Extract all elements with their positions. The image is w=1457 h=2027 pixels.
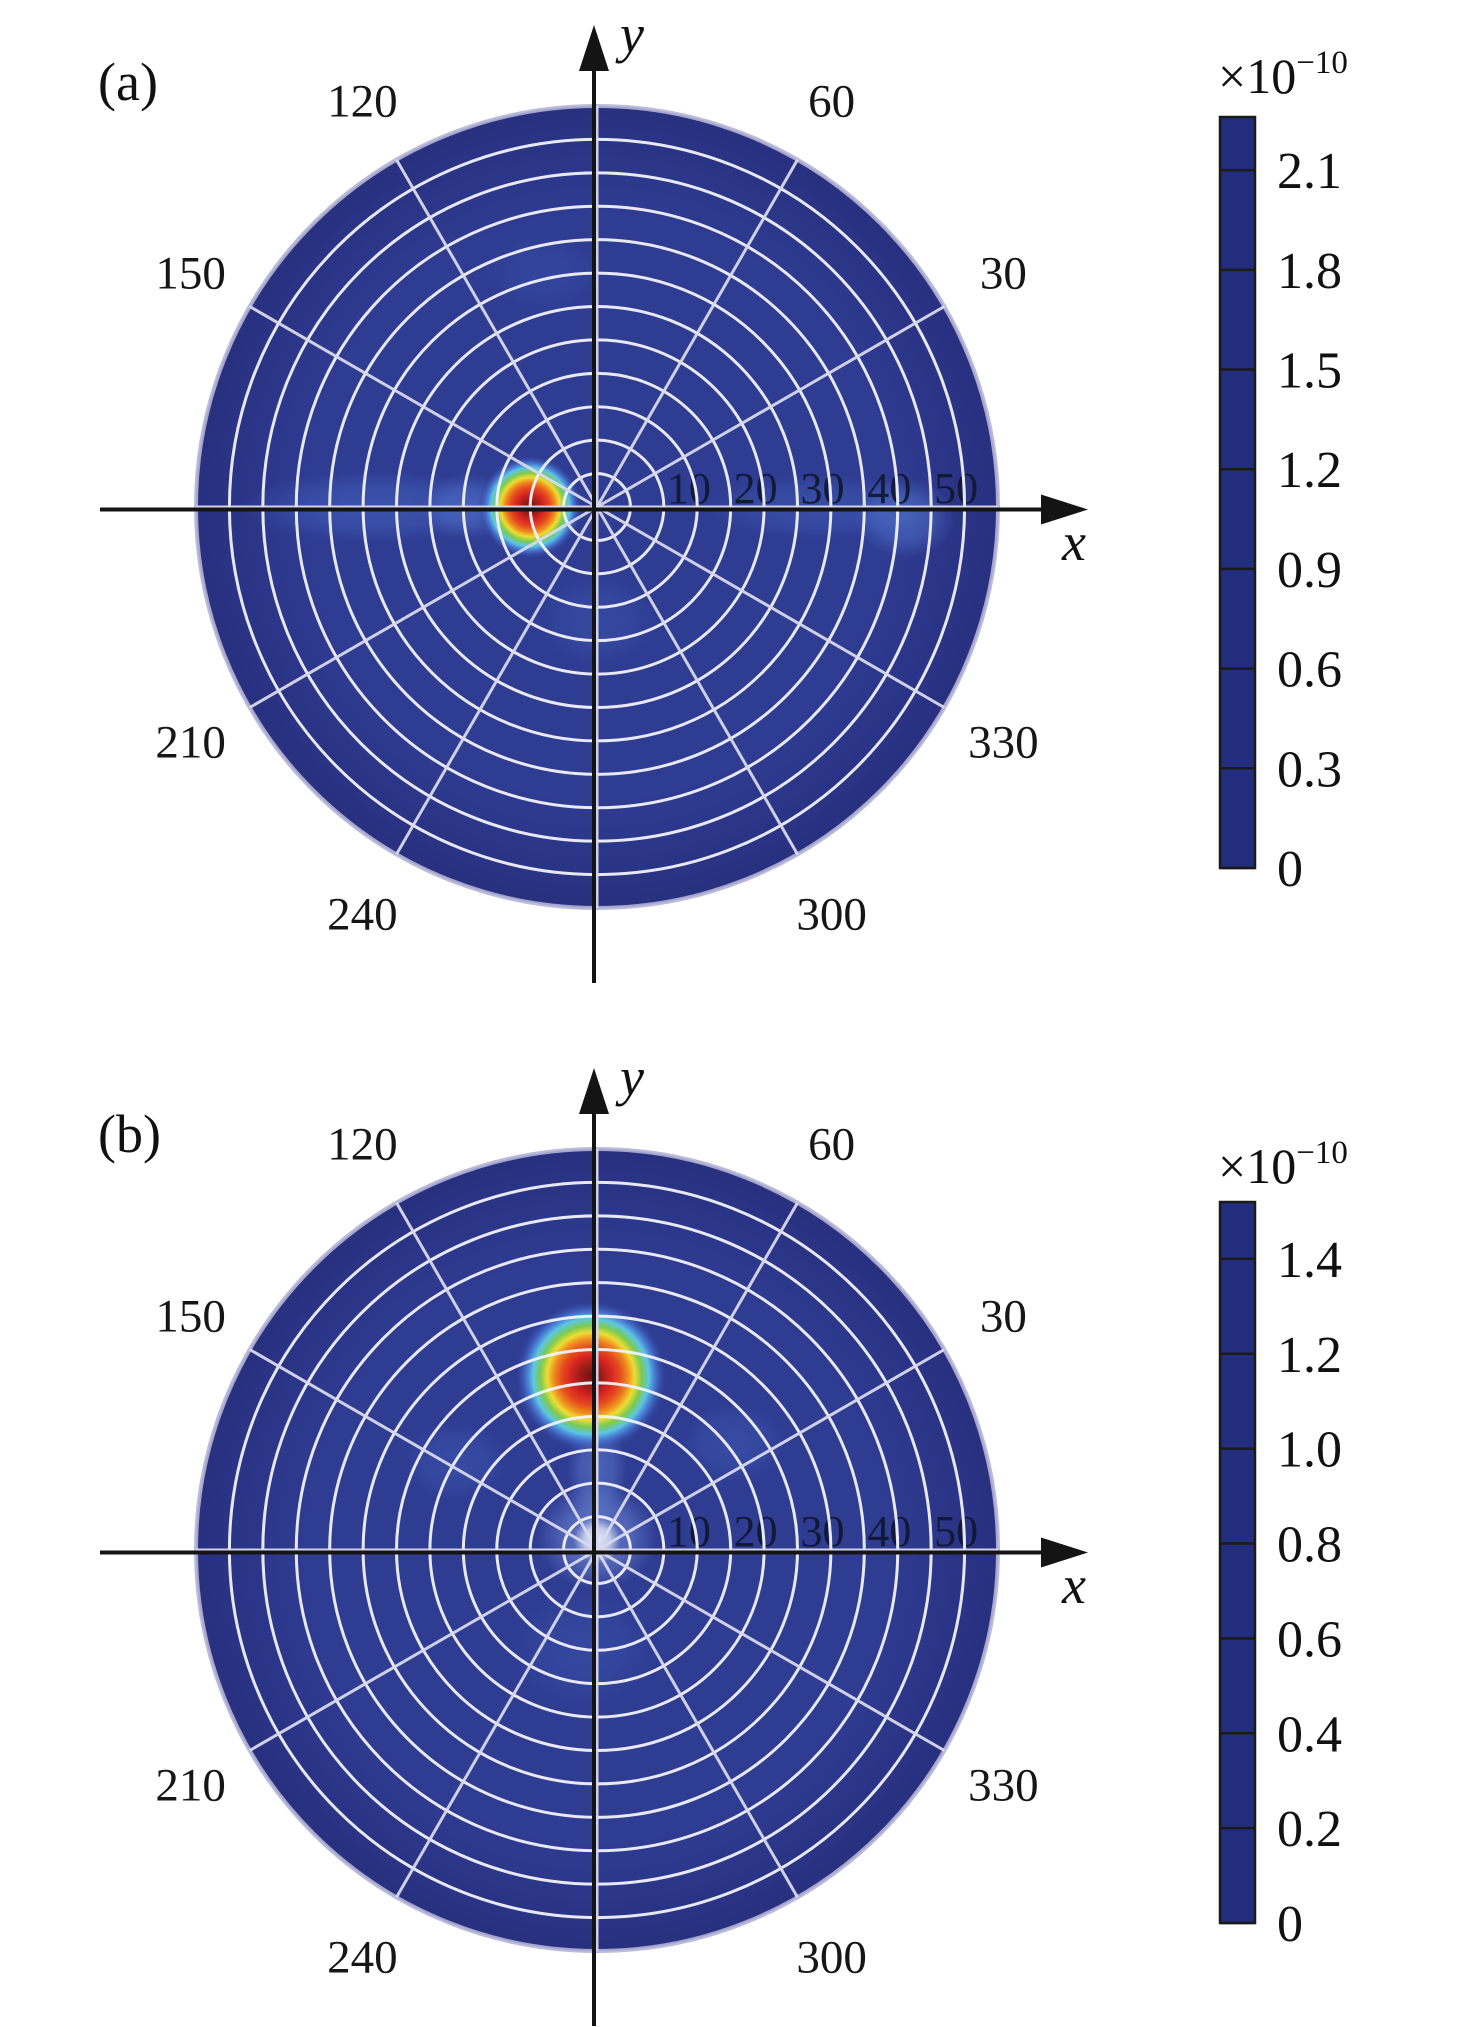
hotspot-blob: [514, 1299, 668, 1454]
angle-tick-label: 240: [327, 888, 398, 940]
angle-tick-label: 60: [808, 76, 855, 128]
y-axis-label: y: [615, 4, 644, 64]
colorbar-scale-title: ×10−10: [1218, 45, 1348, 104]
polar-grid-spoke: [596, 1548, 946, 1752]
polar-grid-spoke: [395, 158, 599, 508]
polar-grid-spoke: [595, 1549, 799, 1899]
polar-grid-spoke: [248, 1548, 598, 1752]
polar-grid-spoke: [595, 158, 799, 508]
polar-grid-spoke: [596, 505, 946, 709]
heat-layer: 10 20 30 40 50: [242, 232, 978, 668]
x-axis-arrowhead: [1041, 494, 1088, 525]
colorbar-tick-label: 1.2: [1277, 442, 1342, 499]
x-axis-label: x: [1061, 1555, 1086, 1615]
colorbar-tick-label: 2.1: [1277, 143, 1342, 200]
colorbar-tick-label: 1.8: [1277, 243, 1342, 300]
colorbar-scale-base: ×10: [1218, 48, 1296, 104]
colorbar-tick-label: 1.4: [1277, 1232, 1342, 1289]
polar-grid-spoke: [248, 505, 598, 709]
angle-tick-label: 150: [155, 247, 226, 299]
colorbar-tick-label: 1.5: [1277, 343, 1342, 400]
colorbar-a: 2.1 1.8 1.5 1.2 0.9 0.6 0.3 0 ×10−10: [1218, 45, 1348, 898]
y-axis-label: y: [615, 1047, 644, 1107]
radius-tick-label: 10: [667, 464, 711, 513]
y-axis-arrowhead: [579, 25, 609, 71]
colorbar-tick-label: 0.6: [1277, 1611, 1342, 1668]
polar-grid-spoke: [395, 1201, 599, 1551]
angle-tick-label: 210: [155, 1760, 226, 1812]
radius-tick-label: 10: [667, 1507, 711, 1556]
colorbar-tick-label: 0: [1277, 841, 1303, 898]
colorbar-scale-exponent: −10: [1296, 1135, 1348, 1171]
x-axis-arrowhead: [1041, 1537, 1088, 1568]
angle-tick-label: 120: [327, 1119, 398, 1171]
colorbar-tick-label: 1.2: [1277, 1327, 1342, 1384]
radius-tick-label: 50: [934, 1507, 978, 1556]
colorbar-bar: [1218, 115, 1257, 870]
angle-tick-label: 30: [980, 247, 1027, 299]
panel-label: (b): [98, 1104, 161, 1164]
colorbar-bar: [1218, 1200, 1257, 1925]
colorbar-tick-label: 0.2: [1277, 1801, 1342, 1858]
panel-b: 10 20 30 40 50 x y 30 60 120 150 210 240 300 330 (b): [98, 1047, 1088, 2026]
radius-tick-label: 50: [934, 464, 978, 513]
polar-grid-spoke: [595, 506, 799, 856]
radius-tick-label: 20: [734, 1507, 778, 1556]
angle-tick-label: 120: [327, 76, 398, 128]
angle-tick-label: 330: [968, 717, 1039, 769]
angle-tick-label: 300: [796, 888, 867, 940]
colorbar-tick-label: 1.0: [1277, 1422, 1342, 1479]
radius-tick-label: 30: [801, 464, 845, 513]
colorbar-tick-label: 0.6: [1277, 642, 1342, 699]
polar-grid-spoke: [596, 305, 946, 509]
radius-tick-label: 30: [801, 1507, 845, 1556]
polar-grid-spoke: [596, 1348, 946, 1552]
polar-grid-spoke: [248, 305, 598, 509]
radius-tick-label: 40: [867, 1507, 911, 1556]
panel-a: 10 20 30 40 50 x y 30 60 120 150 210 240 300 330 (a): [98, 4, 1088, 983]
colorbar-tick-label: 0.4: [1277, 1706, 1342, 1763]
angle-tick-label: 240: [327, 1931, 398, 1983]
angle-tick-label: 300: [796, 1931, 867, 1983]
angle-tick-label: 30: [980, 1290, 1027, 1342]
colorbar-scale-base: ×10: [1218, 1138, 1296, 1194]
polar-grid-spoke: [395, 1549, 599, 1899]
radius-tick-label: 20: [734, 464, 778, 513]
radius-tick-label: 40: [867, 464, 911, 513]
angle-tick-label: 330: [968, 1760, 1039, 1812]
colorbar-tick-label: 0.9: [1277, 542, 1342, 599]
colorbar-scale-exponent: −10: [1296, 45, 1348, 81]
angle-tick-label: 60: [808, 1119, 855, 1171]
colorbar-tick-label: 0.8: [1277, 1517, 1342, 1574]
colorbar-b: 1.4 1.2 1.0 0.8 0.6 0.4 0.2 0 ×10−10: [1218, 1135, 1348, 1953]
polar-grid-spoke: [395, 506, 599, 856]
angle-tick-label: 210: [155, 717, 226, 769]
polar-grid-spoke: [595, 1201, 799, 1551]
polar-grid-spoke: [248, 1348, 598, 1552]
y-axis-arrowhead: [579, 1068, 609, 1114]
colorbar-tick-label: 0: [1277, 1896, 1303, 1953]
colorbar-tick-label: 0.3: [1277, 741, 1342, 798]
angle-tick-label: 150: [155, 1290, 226, 1342]
x-axis-label: x: [1061, 512, 1086, 572]
colorbar-scale-title: ×10−10: [1218, 1135, 1348, 1194]
panel-label: (a): [98, 52, 158, 112]
